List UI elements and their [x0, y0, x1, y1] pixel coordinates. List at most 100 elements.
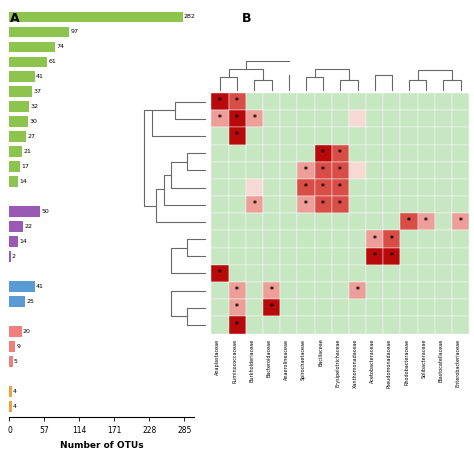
Bar — [280, 248, 297, 265]
Bar — [332, 265, 349, 282]
Text: 4: 4 — [13, 404, 17, 409]
Bar — [366, 196, 383, 213]
Text: *: * — [321, 200, 325, 209]
Bar — [246, 317, 263, 334]
Bar — [418, 179, 435, 196]
Text: 41: 41 — [36, 74, 44, 79]
Bar — [332, 179, 349, 196]
Bar — [332, 110, 349, 128]
Bar — [435, 128, 452, 145]
Bar — [263, 162, 280, 179]
Bar — [280, 196, 297, 213]
Bar — [418, 93, 435, 110]
Bar — [383, 93, 401, 110]
Bar — [246, 162, 263, 179]
Bar — [228, 93, 246, 110]
Bar — [263, 265, 280, 282]
Bar — [246, 213, 263, 230]
Text: *: * — [338, 149, 342, 158]
Bar — [9, 221, 23, 232]
Text: *: * — [270, 303, 273, 312]
Bar — [263, 145, 280, 162]
Bar — [418, 317, 435, 334]
Text: 21: 21 — [24, 149, 31, 154]
Bar — [297, 213, 315, 230]
Bar — [452, 196, 469, 213]
Text: *: * — [373, 235, 377, 244]
Bar — [452, 230, 469, 248]
Bar — [435, 93, 452, 110]
Text: 25: 25 — [26, 299, 34, 304]
Bar — [332, 145, 349, 162]
Bar — [228, 265, 246, 282]
Bar — [263, 93, 280, 110]
Bar — [297, 265, 315, 282]
Text: *: * — [235, 286, 239, 295]
Bar — [280, 213, 297, 230]
Text: *: * — [356, 286, 359, 295]
Bar — [9, 251, 11, 262]
Text: A: A — [9, 12, 19, 25]
Bar — [211, 162, 228, 179]
Bar — [383, 179, 401, 196]
Bar — [332, 213, 349, 230]
Bar — [297, 162, 315, 179]
Text: *: * — [235, 114, 239, 123]
Bar — [452, 179, 469, 196]
Bar — [263, 299, 280, 317]
Bar — [452, 248, 469, 265]
Bar — [383, 230, 401, 248]
Text: 61: 61 — [48, 59, 56, 64]
Bar — [297, 248, 315, 265]
Bar — [452, 213, 469, 230]
Bar — [315, 110, 332, 128]
Bar — [418, 248, 435, 265]
Bar — [435, 179, 452, 196]
Bar — [435, 230, 452, 248]
Bar — [366, 110, 383, 128]
Bar — [349, 213, 366, 230]
Bar — [452, 145, 469, 162]
Bar — [9, 161, 20, 172]
Bar — [452, 282, 469, 299]
Bar — [418, 145, 435, 162]
Bar — [246, 196, 263, 213]
Bar — [332, 230, 349, 248]
Bar — [280, 299, 297, 317]
Text: *: * — [253, 114, 256, 123]
Text: *: * — [218, 269, 222, 278]
Text: 22: 22 — [24, 224, 32, 229]
Bar — [246, 179, 263, 196]
Bar — [315, 196, 332, 213]
Bar — [349, 196, 366, 213]
Bar — [418, 213, 435, 230]
Text: 14: 14 — [19, 239, 27, 244]
Bar — [366, 299, 383, 317]
Bar — [9, 11, 182, 22]
Bar — [228, 317, 246, 334]
Bar — [280, 145, 297, 162]
Bar — [246, 248, 263, 265]
Bar — [263, 248, 280, 265]
Bar — [332, 196, 349, 213]
Bar — [9, 176, 18, 187]
Text: 2: 2 — [12, 254, 16, 259]
Text: B: B — [242, 12, 251, 25]
Bar — [246, 145, 263, 162]
Bar — [9, 56, 47, 67]
Bar — [280, 265, 297, 282]
Bar — [297, 196, 315, 213]
Bar — [9, 72, 35, 82]
Bar — [246, 265, 263, 282]
Bar — [228, 128, 246, 145]
Bar — [401, 230, 418, 248]
Bar — [246, 299, 263, 317]
Text: 32: 32 — [30, 104, 38, 109]
Bar — [418, 265, 435, 282]
Text: 41: 41 — [36, 284, 44, 289]
Bar — [332, 162, 349, 179]
Bar — [211, 145, 228, 162]
Bar — [349, 248, 366, 265]
Bar — [246, 230, 263, 248]
Text: *: * — [235, 320, 239, 329]
